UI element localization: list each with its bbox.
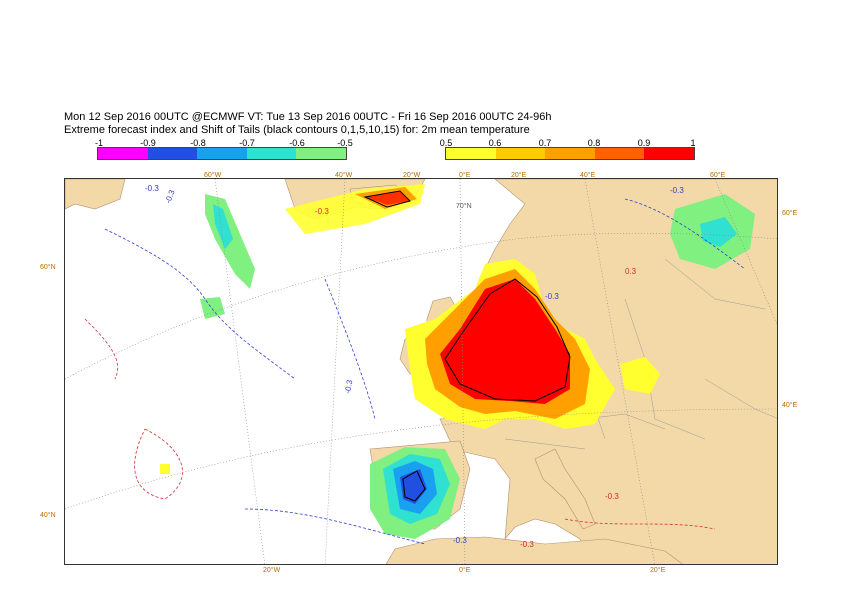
- legend-positive-bar: [445, 147, 695, 160]
- title-line-2: Extreme forecast index and Shift of Tail…: [64, 124, 530, 136]
- lon-label-bottom: 20°E: [650, 567, 666, 574]
- contour-label: 0.3: [625, 267, 637, 276]
- legend-tick: 0.8: [587, 138, 601, 148]
- legend-swatch: [246, 148, 297, 159]
- legend-swatch: [594, 148, 645, 159]
- lon-label-top: 60°W: [204, 172, 222, 179]
- legend-tick: 1: [690, 138, 696, 148]
- legend-swatch: [545, 148, 595, 159]
- legend-swatch: [495, 148, 546, 159]
- legend-tick: 0.7: [538, 138, 552, 148]
- legend-tick: -1: [94, 138, 104, 148]
- lon-label-bottom: 20°W: [263, 567, 281, 574]
- lon-label-bottom: 0°E: [459, 567, 471, 574]
- map-canvas: -0.3 -0.3 -0.3 -0.3 -0.3 -0.3 -0.3 0.3 -…: [65, 179, 777, 564]
- contour-label: -0.3: [145, 184, 159, 193]
- legend-swatch: [147, 148, 198, 159]
- lat-label-left: 60°N: [40, 264, 56, 271]
- legend-tick: 0.9: [637, 138, 651, 148]
- graticule: [65, 179, 777, 564]
- lon-label-top: 40°E: [580, 172, 596, 179]
- legend-swatch: [98, 148, 148, 159]
- lat-label-right: 60°E: [782, 210, 798, 217]
- lat-label-left: 40°N: [40, 512, 56, 519]
- lon-label-top: 60°E: [710, 172, 726, 179]
- title-line-1: Mon 12 Sep 2016 00UTC @ECMWF VT: Tue 13 …: [64, 111, 552, 123]
- contour-label: -0.3: [670, 186, 684, 195]
- map-panel: -0.3 -0.3 -0.3 -0.3 -0.3 -0.3 -0.3 0.3 -…: [64, 178, 778, 565]
- lon-label-top: 20°W: [403, 172, 421, 179]
- contour-labels: -0.3 -0.3 -0.3 -0.3 -0.3 -0.3 -0.3 0.3 -…: [145, 184, 684, 549]
- contour-label: -0.3: [520, 540, 534, 549]
- legend-tick: 0.6: [488, 138, 502, 148]
- legend-swatch: [644, 148, 694, 159]
- contour-label: -0.3: [453, 536, 467, 545]
- contour-label: -0.3: [545, 292, 559, 301]
- legend-tick: -0.8: [190, 138, 206, 148]
- lat-label-right: 40°E: [782, 402, 798, 409]
- contour-label: -0.3: [605, 492, 619, 501]
- sot-contours: [363, 190, 571, 502]
- lon-label-top: 40°W: [335, 172, 353, 179]
- lon-label-top: 20°E: [511, 172, 527, 179]
- legend-negative-bar: [97, 147, 347, 160]
- lat-label-inner: 70°N: [456, 203, 472, 210]
- lon-label-top: 0°E: [459, 172, 471, 179]
- legend-swatch: [197, 148, 247, 159]
- contour-label: -0.3: [315, 207, 329, 216]
- legend-tick: -0.6: [289, 138, 305, 148]
- dashed-contours: [84, 198, 746, 545]
- contour-label: -0.3: [343, 379, 354, 395]
- legend-tick: -0.5: [337, 138, 353, 148]
- legend-tick: 0.5: [439, 138, 453, 148]
- legend-swatch: [296, 148, 346, 159]
- legend-tick: -0.7: [239, 138, 255, 148]
- legend-tick: -0.9: [140, 138, 156, 148]
- legend-swatch: [446, 148, 496, 159]
